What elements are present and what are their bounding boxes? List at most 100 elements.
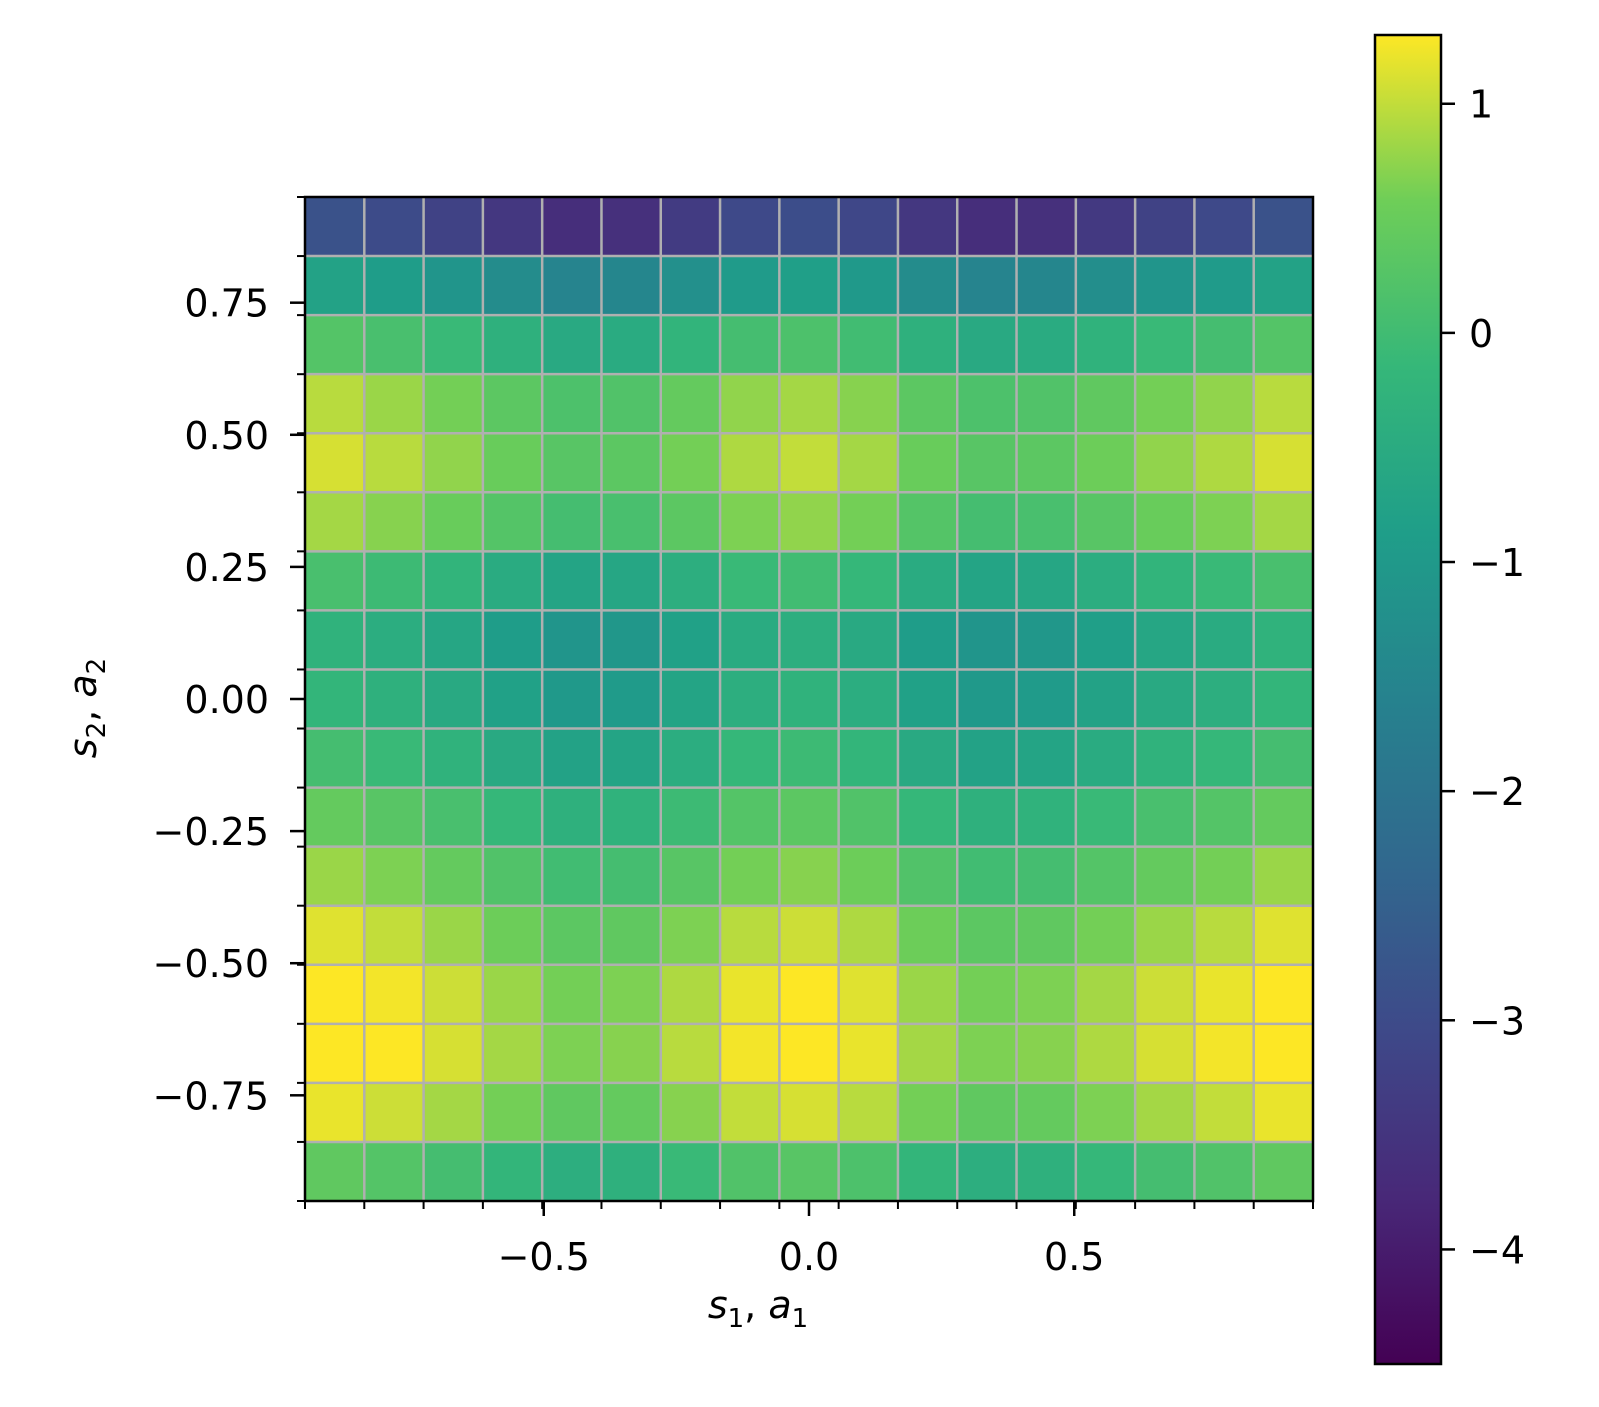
heatmap-cell (1194, 787, 1255, 848)
heatmap-cell (1075, 197, 1136, 257)
heatmap-cell (779, 905, 840, 966)
heatmap-cell (364, 1141, 425, 1202)
heatmap-cell (1135, 787, 1196, 848)
heatmap-cell (601, 197, 662, 257)
heatmap-cell (542, 492, 603, 552)
colorbar-tick-label: −4 (1469, 1228, 1525, 1272)
colorbar-ticks: 1 0 −1 −2 −3 −4 (1441, 83, 1525, 1272)
heatmap-cell (601, 492, 662, 552)
heatmap-cell (838, 551, 899, 612)
heatmap-cell (305, 551, 365, 612)
heatmap-cell (305, 1141, 365, 1202)
heatmap-cell (364, 846, 425, 907)
heatmap-cell (957, 315, 1018, 375)
heatmap-cell (957, 728, 1018, 789)
heatmap-cell (1253, 669, 1314, 730)
heatmap-cell (601, 610, 662, 671)
heatmap-cell (482, 669, 543, 730)
heatmap-cell (1016, 1082, 1077, 1143)
heatmap-cell (838, 1141, 899, 1202)
heatmap-cell (1135, 256, 1196, 316)
heatmap-cell (542, 1023, 603, 1084)
heatmap-cell (1016, 1023, 1077, 1084)
heatmap-cell (1194, 905, 1255, 966)
heatmap-cell (364, 728, 425, 789)
heatmap-cell (660, 374, 721, 434)
x-tick-label: 0.0 (779, 1235, 839, 1279)
heatmap-cell (1135, 905, 1196, 966)
heatmap-cell (542, 256, 603, 316)
heatmap-cell (957, 669, 1018, 730)
heatmap-cell (305, 1082, 365, 1143)
heatmap-cell (720, 1141, 780, 1202)
heatmap-cell (720, 669, 780, 730)
heatmap-cell (542, 964, 603, 1025)
y-tick-label: 0.00 (184, 678, 269, 722)
heatmap-cell (660, 1141, 721, 1202)
heatmap-cell (957, 256, 1018, 316)
heatmap-cell (601, 728, 662, 789)
grid-lines (305, 197, 1313, 1201)
heatmap-cell (779, 728, 840, 789)
heatmap-cell (364, 492, 425, 552)
y-tick-label: −0.75 (153, 1074, 269, 1118)
heatmap-cell (838, 846, 899, 907)
heatmap-cell (601, 315, 662, 375)
heatmap-cell (957, 964, 1018, 1025)
heatmap-cell (1253, 1082, 1314, 1143)
heatmap-cell (423, 787, 484, 848)
heatmap-cell (779, 669, 840, 730)
heatmap-cell (1253, 905, 1314, 966)
heatmap-cell (720, 374, 780, 434)
heatmap-cell (1135, 1082, 1196, 1143)
heatmap-cell (957, 1082, 1018, 1143)
heatmap-cell (779, 197, 840, 257)
heatmap-cell (957, 492, 1018, 552)
heatmap-cell (1194, 374, 1255, 434)
heatmap-cell (779, 1023, 840, 1084)
heatmap-cell (720, 551, 780, 612)
heatmap-cell (1075, 905, 1136, 966)
heatmap-cell (601, 1141, 662, 1202)
heatmap-cell (660, 787, 721, 848)
heatmap-cell (957, 905, 1018, 966)
heatmap-cell (305, 905, 365, 966)
heatmap-cell (660, 728, 721, 789)
colorbar-tick-label: −3 (1469, 999, 1525, 1043)
heatmap-cell (601, 964, 662, 1025)
heatmap-cell (1016, 846, 1077, 907)
heatmap-cell (1253, 846, 1314, 907)
heatmap-cell (1075, 1082, 1136, 1143)
heatmap-cell (482, 728, 543, 789)
heatmap-cell (1075, 1141, 1136, 1202)
heatmap-cell (720, 1023, 780, 1084)
heatmap-cell (601, 374, 662, 434)
heatmap-cell (720, 964, 780, 1025)
heatmap-cell (838, 669, 899, 730)
heatmap-cell (660, 551, 721, 612)
heatmap-cell (305, 492, 365, 552)
colorbar-tick-label: −1 (1469, 541, 1525, 585)
heatmap-cell (601, 256, 662, 316)
heatmap-cell (838, 728, 899, 789)
heatmap-cell (897, 433, 958, 493)
y-tick-label: −0.50 (153, 942, 269, 986)
heatmap-cell (660, 492, 721, 552)
heatmap-cell (1075, 551, 1136, 612)
heatmap-cell (423, 728, 484, 789)
heatmap-cell (1135, 669, 1196, 730)
heatmap-cell (1075, 728, 1136, 789)
heatmap-cell (542, 197, 603, 257)
heatmap-cell (720, 905, 780, 966)
x-axis: −0.5 0.0 0.5 (304, 1201, 1314, 1279)
heatmap-cell (364, 433, 425, 493)
colorbar (1373, 33, 1443, 1366)
heatmap-cell (423, 1023, 484, 1084)
heatmap-cell (542, 1141, 603, 1202)
heatmap-cell (1075, 610, 1136, 671)
heatmap-cell (305, 197, 365, 257)
heatmap-cell (1075, 374, 1136, 434)
heatmap-cell (423, 964, 484, 1025)
y-axis: 0.75 0.50 0.25 0.00 −0.25 −0.50 −0.75 (153, 196, 305, 1202)
